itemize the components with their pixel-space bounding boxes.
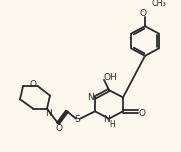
Text: N: N	[104, 115, 110, 124]
Text: H: H	[109, 120, 115, 129]
Text: O: O	[30, 80, 37, 89]
Text: CH₃: CH₃	[152, 0, 166, 8]
Text: OH: OH	[103, 73, 117, 82]
Text: S: S	[74, 115, 80, 124]
Text: N: N	[87, 93, 93, 102]
Text: O: O	[140, 9, 146, 18]
Text: N: N	[45, 109, 51, 118]
Text: O: O	[56, 124, 62, 133]
Text: O: O	[138, 109, 146, 118]
